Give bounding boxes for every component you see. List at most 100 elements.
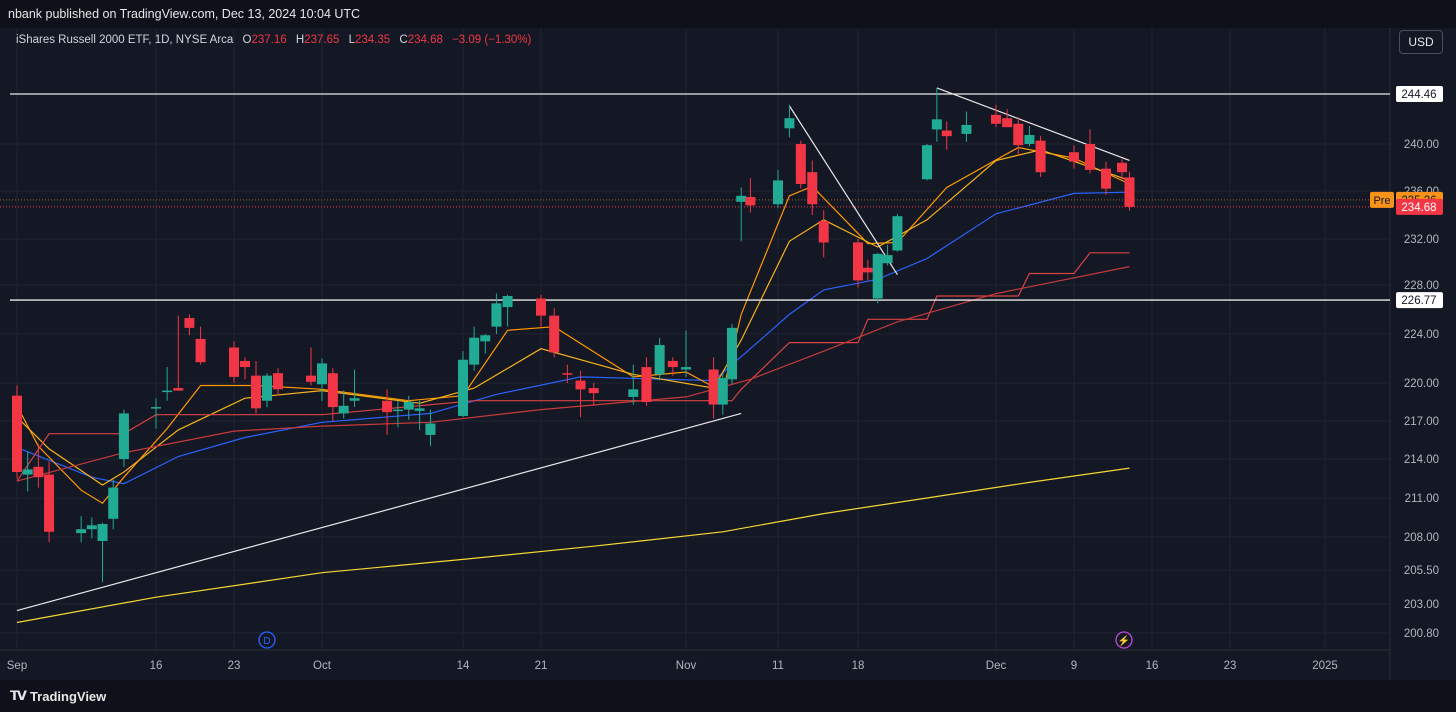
- open-label: O: [242, 34, 252, 46]
- high-value: 237.65: [304, 34, 340, 46]
- price-tick-label: 224.00: [1404, 329, 1439, 341]
- indicator-line: [16, 191, 1130, 485]
- candle-body: [349, 398, 360, 401]
- trend-line: [936, 87, 1130, 162]
- date-tick-label: Dec: [986, 660, 1007, 672]
- candle-body: [317, 363, 327, 385]
- price-tick-label: 200.80: [1404, 628, 1439, 640]
- tradingview-logo[interactable]: 𝗧𝗩 TradingView: [10, 688, 106, 704]
- dividend-marker-label: D: [263, 636, 270, 647]
- candle-body: [745, 197, 756, 206]
- price-tick-label: 220.00: [1404, 378, 1439, 390]
- price-tick-label: 240.00: [1404, 139, 1439, 151]
- candle-body: [184, 318, 195, 328]
- tradingview-brand: TradingView: [29, 688, 107, 704]
- indicator-lines: [16, 146, 1130, 624]
- candle-body: [262, 375, 272, 401]
- change-value: −3.09 (−1.30%): [452, 34, 532, 46]
- candle-body: [961, 124, 972, 134]
- candle-body: [991, 114, 1001, 124]
- candle-body: [1024, 135, 1035, 144]
- candle-body: [862, 267, 873, 273]
- candle-body: [86, 525, 97, 530]
- trend-lines: [16, 87, 1130, 612]
- candle-body: [425, 423, 436, 435]
- candle-body: [853, 242, 863, 281]
- candle-body: [162, 390, 173, 393]
- candle-body: [1013, 123, 1024, 146]
- tradingview-mark-icon: 𝗧𝗩: [10, 688, 27, 703]
- candle-body: [681, 367, 691, 370]
- pre-tag-box: [1370, 191, 1394, 208]
- candle-body: [1002, 118, 1013, 128]
- candle-body: [667, 360, 678, 368]
- candle-body: [892, 216, 903, 251]
- close-value: 234.68: [407, 34, 443, 46]
- candle-body: [773, 180, 783, 205]
- candle-body: [118, 413, 129, 459]
- currency-button[interactable]: USD: [1399, 30, 1443, 54]
- date-tick-label: 23: [1224, 660, 1237, 672]
- indicator-line: [16, 266, 1130, 482]
- candle-body: [1085, 144, 1095, 170]
- candle-body: [736, 195, 747, 202]
- earnings-marker-icon: [1115, 631, 1133, 649]
- candle-body: [872, 253, 883, 299]
- candle-body: [44, 474, 55, 532]
- date-tick-label: 23: [228, 660, 241, 672]
- price-chart[interactable]: 200.80 203.00 205.50 208.00 211.00 214.00 217.…: [0, 28, 1456, 680]
- date-tick-label: 14: [457, 660, 470, 672]
- candle-body: [536, 298, 546, 316]
- date-tick-label: 11: [772, 660, 784, 672]
- price-label-box: [1396, 292, 1443, 309]
- price-tick-label: 205.50: [1404, 565, 1439, 577]
- candle-body: [818, 221, 829, 243]
- candle-body: [1069, 152, 1079, 162]
- price-tick-label: 214.00: [1404, 454, 1439, 466]
- candle-body: [251, 375, 261, 409]
- date-tick-label: 18: [852, 660, 865, 672]
- date-tick-label: Nov: [676, 660, 697, 672]
- candle-body: [273, 373, 283, 390]
- low-value: 234.35: [354, 34, 391, 46]
- candle-body: [403, 402, 414, 410]
- candle-body: [1035, 140, 1046, 173]
- high-label: H: [295, 34, 305, 46]
- date-tick-label: 9: [1071, 660, 1077, 672]
- candles: [12, 87, 1135, 583]
- candle-body: [195, 338, 206, 363]
- footer: [0, 680, 1456, 712]
- candle-body: [717, 378, 728, 405]
- candle-body: [1117, 162, 1127, 173]
- candle-body: [229, 347, 239, 377]
- pre-tag: Pre: [1373, 195, 1390, 207]
- candle-body: [12, 395, 22, 472]
- published-caption: nbank published on TradingView.com, Dec …: [8, 7, 361, 21]
- candle-body: [708, 369, 719, 405]
- grid: [0, 28, 1456, 680]
- candle-body: [76, 529, 87, 534]
- candle-body: [458, 359, 468, 416]
- candle-body: [502, 296, 513, 308]
- event-markers: D ⚡: [258, 631, 1133, 649]
- candle-body: [1124, 177, 1135, 207]
- candle-body: [784, 118, 795, 129]
- candle-body: [941, 130, 952, 137]
- candle-body: [628, 389, 639, 397]
- indicator-line: [16, 146, 1130, 504]
- trend-line: [788, 105, 898, 275]
- indicator-line: [16, 252, 1130, 482]
- candle-body: [240, 360, 250, 368]
- last-price-label-box: [1396, 198, 1443, 215]
- candle-body: [795, 144, 806, 184]
- price-axis: [1391, 28, 1456, 680]
- candle-body: [480, 335, 491, 342]
- price-tick-label: 203.00: [1404, 599, 1439, 611]
- candle-body: [108, 487, 119, 519]
- horizontal-levels: [0, 93, 1390, 301]
- candle-body: [491, 303, 502, 327]
- price-tick-label: 208.00: [1404, 532, 1439, 544]
- price-label: 226.77: [1401, 295, 1436, 307]
- candle-body: [1101, 168, 1111, 189]
